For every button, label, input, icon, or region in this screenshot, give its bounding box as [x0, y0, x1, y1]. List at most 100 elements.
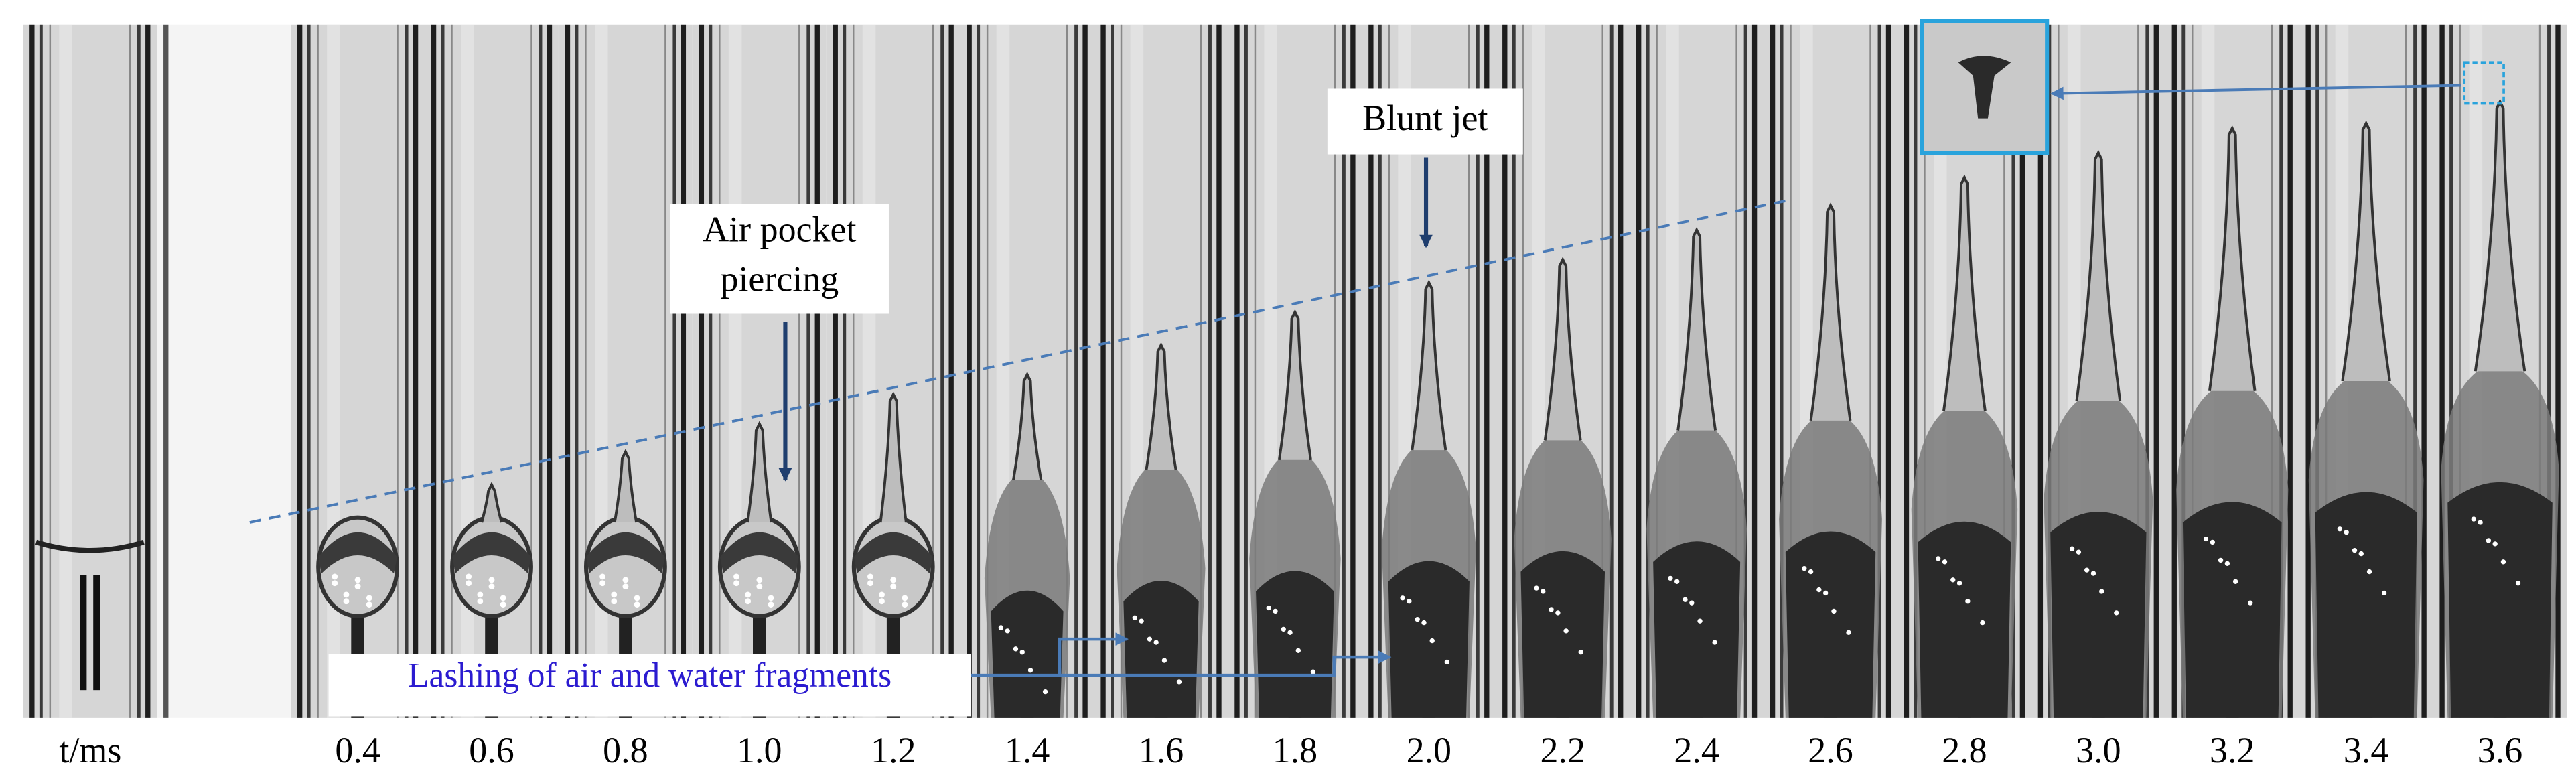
- jet: [1809, 202, 1852, 421]
- air-fragment: [1005, 628, 1010, 634]
- bubble-top: [853, 532, 933, 574]
- tube-wall: [1877, 24, 1881, 718]
- tube-wall: [1342, 24, 1346, 718]
- air-fragment: [1176, 679, 1182, 685]
- jet: [2075, 149, 2122, 401]
- tube-wall: [2287, 24, 2293, 718]
- air-fragment: [1013, 646, 1019, 652]
- tube-wall: [1254, 24, 1257, 718]
- tube-wall: [49, 24, 52, 718]
- air-fragment: [2114, 610, 2119, 616]
- tube-wall: [2137, 24, 2139, 718]
- air-fragment: [2232, 579, 2238, 584]
- air-fragment: [1555, 610, 1561, 616]
- air-fragment: [2090, 571, 2096, 576]
- time-label: 3.4: [2344, 730, 2388, 770]
- air-fragment: [1019, 650, 1025, 655]
- air-fragment: [902, 595, 908, 601]
- air-fragment: [1161, 658, 1167, 663]
- photo-frame: [1630, 24, 1764, 718]
- water-body: [1388, 561, 1470, 718]
- tube-wall: [1636, 24, 1642, 718]
- water-body: [2447, 482, 2553, 718]
- jet: [1942, 174, 1987, 411]
- tube-wall: [2449, 24, 2453, 718]
- air-fragment: [332, 580, 338, 587]
- tube-glare: [327, 24, 340, 718]
- air-fragment: [477, 591, 484, 598]
- tube-wall: [539, 24, 543, 718]
- time-label: 3.2: [2210, 730, 2255, 770]
- air-fragment: [1295, 648, 1301, 653]
- tube-wall: [1378, 24, 1382, 718]
- air-fragment: [768, 601, 774, 608]
- annotation: Blunt jet: [1362, 98, 1488, 138]
- tube-wall: [1656, 24, 1658, 718]
- tube-wall: [1476, 24, 1480, 718]
- air-fragment: [1942, 559, 1948, 565]
- tube-wall: [814, 24, 820, 718]
- air-fragment: [343, 591, 350, 598]
- photo-frame: [291, 24, 425, 718]
- air-fragment: [2500, 559, 2506, 565]
- tube-wall: [681, 24, 687, 718]
- air-fragment: [500, 595, 506, 601]
- tube-wall: [1601, 24, 1603, 718]
- air-fragment: [366, 595, 372, 601]
- water-body: [2315, 492, 2417, 718]
- tube-wall: [547, 24, 553, 718]
- air-fragment: [867, 580, 873, 587]
- tube-wall: [2413, 24, 2417, 718]
- air-fragment: [1534, 585, 1539, 591]
- tube-wall: [1618, 24, 1624, 718]
- photo-frame: [2299, 24, 2433, 718]
- air-fragment: [634, 595, 640, 601]
- air-fragment: [1281, 626, 1286, 632]
- tube-wall: [1522, 24, 1524, 718]
- air-fragment: [1950, 577, 1956, 583]
- tube-wall: [1074, 24, 1078, 718]
- air-fragment: [622, 577, 629, 583]
- photo-frame: [826, 24, 960, 718]
- air-fragment: [2344, 530, 2349, 535]
- bubble-top: [452, 532, 531, 574]
- tube-wall: [1208, 24, 1212, 718]
- air-fragment: [2224, 561, 2230, 566]
- tube-wall: [719, 24, 721, 718]
- tube-wall: [1646, 24, 1650, 718]
- water-body: [2050, 512, 2147, 718]
- air-fragment: [2069, 546, 2075, 551]
- time-label: 1.6: [1139, 730, 1184, 770]
- water-body: [991, 590, 1064, 718]
- tube-wall: [29, 24, 35, 718]
- time-label: 2.0: [1407, 730, 1451, 770]
- tube-wall: [129, 24, 131, 718]
- jet: [879, 391, 908, 523]
- photo-frame: [1496, 24, 1630, 718]
- air-fragment: [2099, 589, 2104, 594]
- air-fragment: [890, 577, 897, 583]
- tube-wall: [664, 24, 666, 718]
- tube-wall: [397, 24, 399, 718]
- air-fragment: [1965, 599, 1971, 604]
- tube-wall: [2011, 24, 2015, 718]
- air-fragment: [1808, 569, 1814, 575]
- tube-wall: [2315, 24, 2319, 718]
- water-body: [1653, 541, 1741, 718]
- inset-jet-tip: [1958, 56, 2011, 119]
- air-fragment: [1683, 597, 1688, 602]
- tube-wall: [798, 24, 800, 718]
- tube-glare: [59, 24, 72, 718]
- tube-wall: [2305, 24, 2311, 718]
- tube-wall: [2421, 24, 2427, 718]
- tube-wall: [585, 24, 587, 718]
- air-fragment: [2248, 600, 2253, 606]
- tube-wall: [2547, 24, 2551, 718]
- tube-wall: [843, 24, 847, 718]
- air-fragment: [1831, 608, 1837, 614]
- air-fragment: [1541, 589, 1546, 594]
- air-fragment: [1674, 579, 1680, 584]
- tube-wall: [1111, 24, 1115, 718]
- tube-wall: [1869, 24, 1871, 718]
- jet: [2474, 98, 2526, 372]
